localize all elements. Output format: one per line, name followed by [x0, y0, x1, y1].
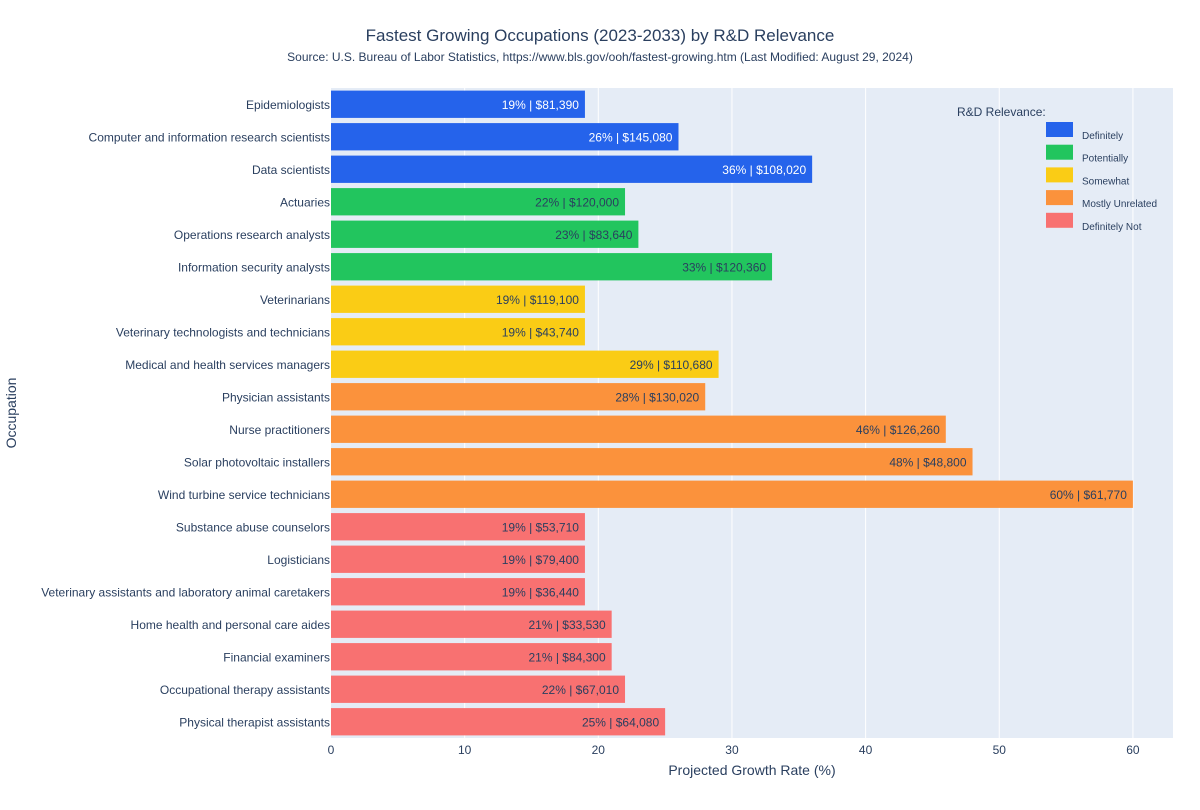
legend-label: Mostly Unrelated	[1082, 199, 1157, 210]
bar-data-label: 22% | $67,010	[542, 683, 620, 697]
x-tick-labels: 0 10 20 30 40 50 60	[328, 743, 1140, 757]
legend-label: Somewhat	[1082, 176, 1129, 187]
bar	[331, 480, 1133, 508]
y-axis-title: Occupation	[3, 378, 19, 449]
category-label: Computer and information research scient…	[89, 130, 330, 144]
bar	[331, 545, 585, 573]
category-labels: Epidemiologists Computer and information …	[41, 98, 330, 730]
chart-title: Fastest Growing Occupations (2023-2033) …	[366, 26, 835, 45]
category-label: Nurse practitioners	[229, 423, 330, 437]
bar	[331, 90, 585, 118]
category-label: Operations research analysts	[174, 228, 330, 242]
bar	[331, 708, 666, 736]
bar-data-label: 46% | $126,260	[856, 423, 940, 437]
category-label: Solar photovoltaic installers	[184, 455, 330, 469]
bar	[331, 123, 679, 151]
chart-subtitle: Source: U.S. Bureau of Labor Statistics,…	[287, 50, 913, 64]
bar-data-label: 19% | $36,440	[502, 585, 580, 599]
bar	[331, 675, 626, 703]
plot-area	[331, 88, 1173, 738]
x-axis-title: Projected Growth Rate (%)	[668, 762, 835, 778]
x-tick-label: 0	[328, 743, 335, 757]
x-tick-label: 40	[859, 743, 873, 757]
bar	[331, 188, 626, 216]
x-tick-label: 60	[1126, 743, 1140, 757]
category-label: Actuaries	[280, 195, 330, 209]
category-label: Epidemiologists	[246, 98, 330, 112]
bar-data-label: 19% | $81,390	[502, 98, 580, 112]
bar	[331, 155, 813, 183]
category-label: Data scientists	[252, 163, 330, 177]
legend-swatch	[1046, 122, 1073, 137]
bar	[331, 643, 612, 671]
x-tick-label: 20	[592, 743, 606, 757]
bar-data-label: 21% | $84,300	[528, 650, 606, 664]
bar-data-label: 28% | $130,020	[615, 390, 699, 404]
category-label: Veterinarians	[260, 293, 330, 307]
category-label: Veterinary technologists and technicians	[116, 325, 330, 339]
category-label: Information security analysts	[178, 260, 330, 274]
bar	[331, 350, 719, 378]
legend: R&D Relevance: Definitely Potentially Some…	[957, 105, 1157, 233]
bar	[331, 415, 946, 443]
bars-group: 19% | $81,390 26% | $145,080 36% | $108,02…	[331, 90, 1133, 736]
bar	[331, 578, 585, 606]
bar-data-label: 19% | $43,740	[502, 325, 580, 339]
legend-label: Definitely Not	[1082, 222, 1142, 233]
x-tick-label: 30	[725, 743, 739, 757]
bar-data-label: 19% | $79,400	[502, 553, 580, 567]
category-label: Home health and personal care aides	[131, 618, 330, 632]
legend-swatch	[1046, 190, 1073, 206]
category-label: Physician assistants	[222, 390, 330, 404]
bar-data-label: 29% | $110,680	[630, 358, 713, 372]
category-label: Wind turbine service technicians	[158, 488, 330, 502]
legend-swatch	[1046, 144, 1073, 160]
legend-swatch	[1046, 212, 1073, 228]
bar	[331, 285, 585, 313]
legend-label: Definitely	[1082, 131, 1123, 142]
bar-data-label: 48% | $48,800	[889, 455, 967, 469]
bar	[331, 448, 973, 476]
bar-data-label: 19% | $119,100	[496, 293, 579, 307]
bar-data-label: 19% | $53,710	[502, 520, 580, 534]
bar-data-label: 23% | $83,640	[555, 228, 633, 242]
category-label: Medical and health services managers	[125, 358, 330, 372]
bar-data-label: 33% | $120,360	[682, 260, 766, 274]
legend-label: Potentially	[1082, 154, 1128, 165]
bar-data-label: 60% | $61,770	[1050, 488, 1128, 502]
legend-swatch	[1046, 167, 1073, 183]
category-label: Financial examiners	[223, 650, 330, 664]
bar-data-label: 26% | $145,080	[589, 130, 673, 144]
bar-data-label: 22% | $120,000	[535, 195, 619, 209]
bar-data-label: 36% | $108,020	[722, 163, 806, 177]
category-label: Veterinary assistants and laboratory ani…	[41, 585, 330, 599]
x-tick-label: 10	[458, 743, 472, 757]
bar	[331, 253, 773, 281]
bar	[331, 318, 585, 346]
bar-data-label: 25% | $64,080	[582, 715, 660, 729]
bar	[331, 610, 612, 638]
category-label: Occupational therapy assistants	[160, 683, 330, 697]
bar	[331, 220, 639, 248]
bar-data-label: 21% | $33,530	[528, 618, 606, 632]
bar	[331, 513, 585, 541]
category-label: Substance abuse counselors	[176, 520, 330, 534]
x-tick-label: 50	[993, 743, 1007, 757]
category-label: Logisticians	[267, 553, 330, 567]
bar	[331, 383, 706, 411]
category-label: Physical therapist assistants	[179, 715, 330, 729]
legend-title: R&D Relevance:	[957, 105, 1046, 119]
